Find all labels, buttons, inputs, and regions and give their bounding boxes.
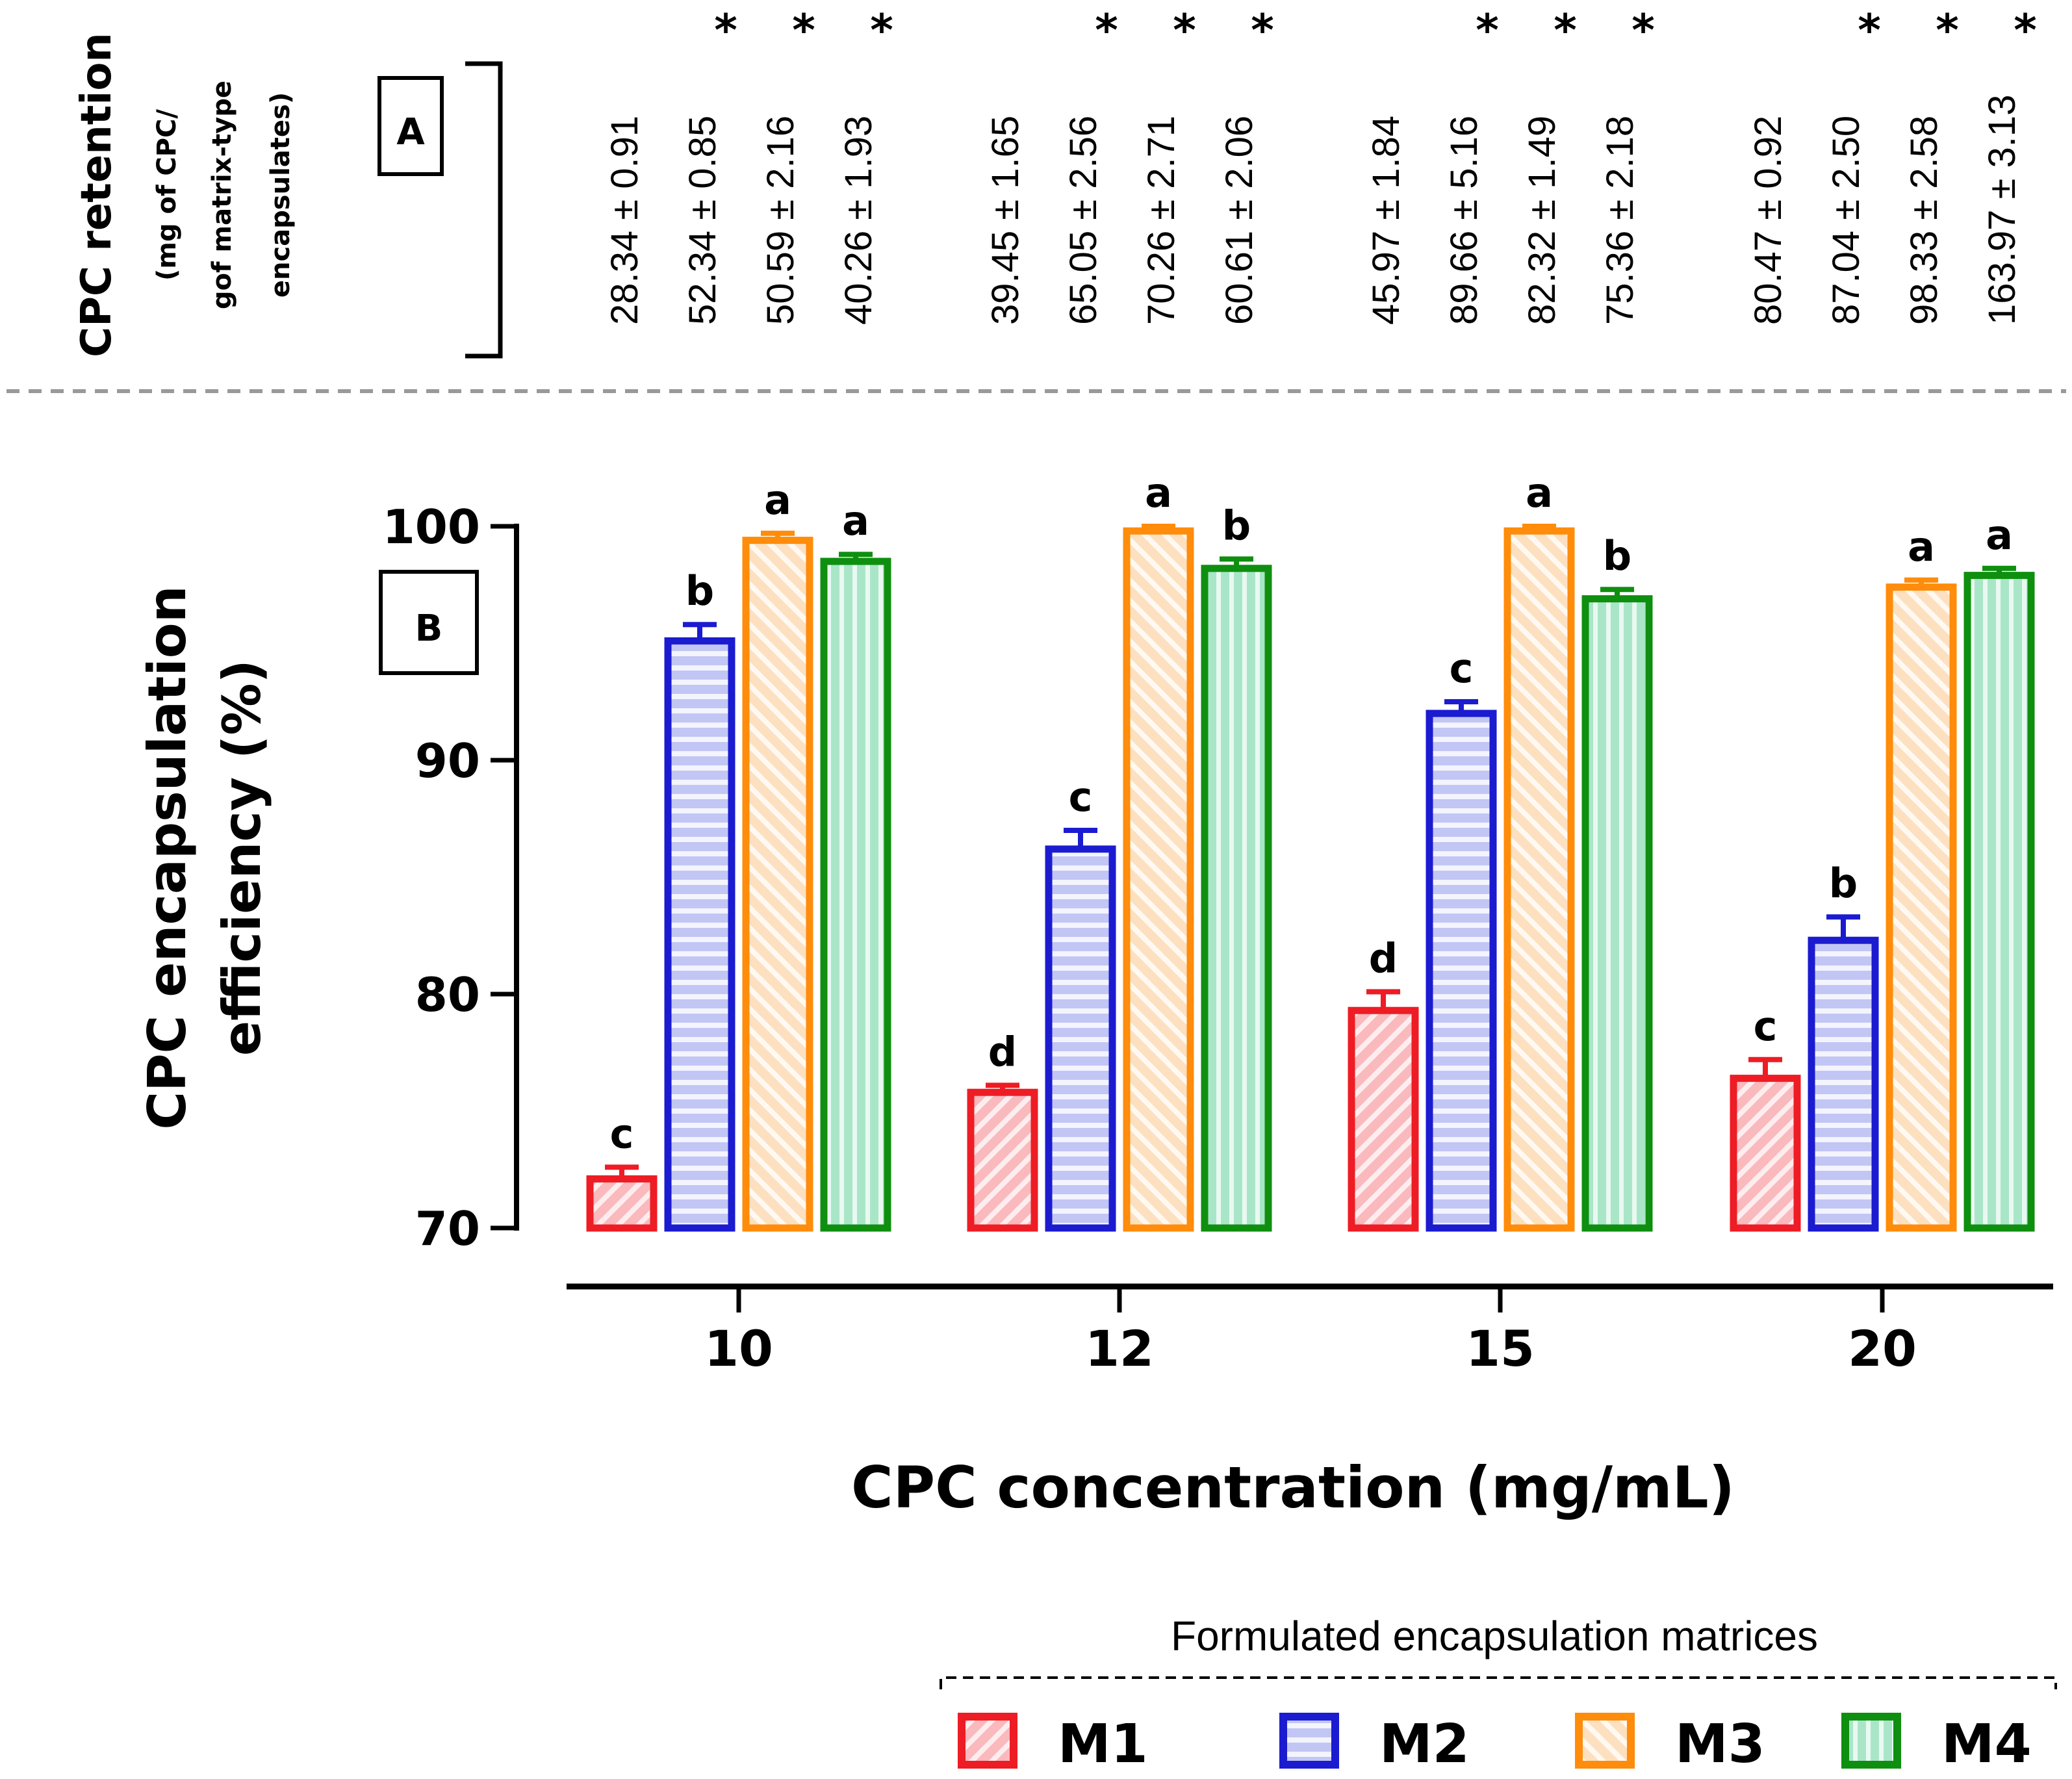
significance-letter: b <box>1603 532 1631 580</box>
retention-value: 89.66 ± 5.16 <box>1443 116 1485 325</box>
legend: M1 M2 M3 M4 <box>958 1713 2032 1775</box>
significance-letter: b <box>1222 502 1251 549</box>
retention-value: 40.26 ± 1.93 <box>838 116 880 325</box>
bar-m3-10 <box>742 537 813 1232</box>
significance-letter: a <box>1145 469 1172 517</box>
legend-title: Formulated encapsulation matrices <box>1171 1613 1818 1659</box>
significance-star: * <box>1858 5 1881 57</box>
panel-b-label: B <box>415 608 443 650</box>
significance-letter: b <box>1829 860 1858 907</box>
significance-star: * <box>714 5 737 57</box>
retention-value: 39.45 ± 1.65 <box>984 116 1027 325</box>
retention-subtitle-line3: encapsulates) <box>266 92 296 298</box>
retention-value: 50.59 ± 2.16 <box>760 116 802 325</box>
legend-border <box>940 1676 2057 1689</box>
retention-value: 45.97 ± 1.84 <box>1365 116 1407 325</box>
significance-letter: a <box>842 497 869 544</box>
significance-letter: b <box>685 567 714 615</box>
significance-letter: a <box>1986 511 2013 559</box>
bar-m2-10 <box>664 637 735 1232</box>
significance-star: * <box>1936 5 1959 57</box>
y-axis-label-line1: CPC encapsulation <box>137 585 198 1129</box>
significance-letter: c <box>1069 773 1093 821</box>
legend-label-m1: M1 <box>1058 1713 1148 1775</box>
significance-star: * <box>792 5 815 57</box>
significance-star: * <box>1173 5 1196 57</box>
legend-swatch-m2 <box>1279 1713 1339 1769</box>
bar-m2-20 <box>1808 936 1879 1232</box>
significance-letter: d <box>1369 934 1398 982</box>
retention-value: 98.33 ± 2.58 <box>1903 116 1945 325</box>
panel-a-label-box <box>377 76 444 176</box>
bar-m3-15 <box>1503 527 1575 1232</box>
retention-value: 163.97 ± 3.13 <box>1981 95 2023 325</box>
bar-m1-12 <box>967 1088 1038 1232</box>
x-tick-label: 12 <box>1085 1320 1154 1377</box>
significance-letter: c <box>1754 1003 1778 1050</box>
x-tick-label: 15 <box>1466 1320 1535 1377</box>
significance-star: * <box>1251 5 1274 57</box>
retention-bracket <box>465 61 503 359</box>
legend-swatch-m3 <box>1575 1713 1635 1769</box>
y-tick-label: 90 <box>415 734 480 788</box>
bar-m4-15 <box>1581 595 1653 1232</box>
bar-m4-12 <box>1201 565 1272 1232</box>
significance-letter: c <box>1450 645 1474 692</box>
significance-star: * <box>1476 5 1499 57</box>
significance-letter: a <box>1526 469 1553 517</box>
bar-m1-10 <box>586 1175 658 1232</box>
retention-value: 87.04 ± 2.50 <box>1825 116 1867 325</box>
x-tick-label: 10 <box>704 1320 773 1377</box>
bar-m4-20 <box>1963 572 2035 1232</box>
retention-value: 70.26 ± 2.71 <box>1140 116 1183 325</box>
significance-letter: a <box>1908 523 1935 570</box>
significance-star: * <box>2014 5 2037 57</box>
retention-title: CPC retention <box>73 32 121 357</box>
panel-a-label: A <box>396 111 425 153</box>
significance-letter: d <box>988 1028 1017 1075</box>
axes: 70 80 90 100 10 12 15 20 <box>383 500 2053 1377</box>
retention-value: 75.36 ± 2.18 <box>1599 116 1641 325</box>
panel-b-label-box <box>379 570 479 675</box>
legend-label-m3: M3 <box>1675 1713 1765 1775</box>
bar-m1-15 <box>1348 1006 1419 1232</box>
bar-m2-15 <box>1426 710 1497 1232</box>
bar-m3-12 <box>1123 527 1194 1232</box>
significance-letter: c <box>610 1110 634 1157</box>
significance-star: * <box>1631 5 1655 57</box>
x-axis-label: CPC concentration (mg/mL) <box>851 1454 1735 1521</box>
legend-swatch-m1 <box>958 1713 1017 1769</box>
retention-value: 28.34 ± 0.91 <box>604 116 646 325</box>
significance-star: * <box>1554 5 1577 57</box>
retention-values: 28.34 ± 0.91 52.34 ± 0.85 * 50.59 ± 2.16 * 40… <box>604 5 2037 325</box>
retention-value: 65.05 ± 2.56 <box>1062 116 1105 325</box>
retention-value: 80.47 ± 0.92 <box>1747 116 1789 325</box>
retention-subtitle-line2: gof matrix-type <box>207 81 237 309</box>
bar-m3-20 <box>1886 583 1957 1232</box>
y-tick-label: 100 <box>383 500 480 554</box>
legend-label-m2: M2 <box>1379 1713 1470 1775</box>
x-tick-label: 20 <box>1848 1320 1917 1377</box>
bar-m4-10 <box>820 557 891 1232</box>
significance-star: * <box>1095 5 1118 57</box>
y-axis-label-line2: efficiency (%) <box>212 659 272 1056</box>
bars: c d d c b c c b a a a a a b b a <box>586 469 2035 1232</box>
y-tick-label: 80 <box>415 967 480 1022</box>
significance-letter: a <box>764 476 791 524</box>
retention-value: 82.32 ± 1.49 <box>1521 116 1563 325</box>
legend-swatch-m4 <box>1841 1713 1901 1769</box>
significance-star: * <box>870 5 893 57</box>
bar-m2-12 <box>1045 845 1116 1232</box>
retention-value: 60.61 ± 2.06 <box>1218 116 1260 325</box>
y-tick-label: 70 <box>415 1201 480 1256</box>
legend-label-m4: M4 <box>1941 1713 2032 1775</box>
retention-subtitle-line1: (mg of CPC/ <box>152 109 182 281</box>
bar-m1-20 <box>1730 1075 1801 1232</box>
retention-value: 52.34 ± 0.85 <box>682 116 724 325</box>
